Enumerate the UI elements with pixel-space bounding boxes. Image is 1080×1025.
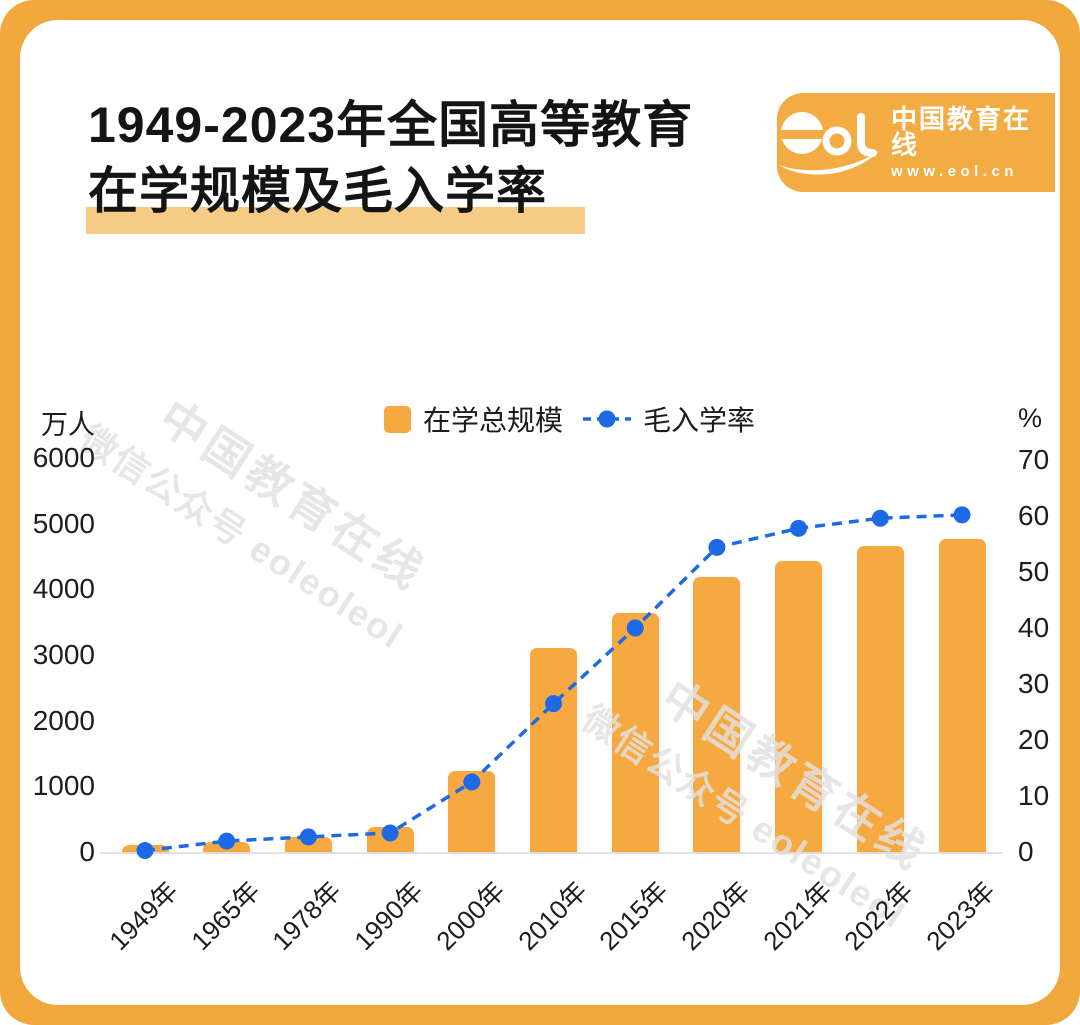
enrollment-bar <box>203 842 251 852</box>
bar-legend-swatch <box>384 405 411 433</box>
line-legend-marker <box>583 409 632 429</box>
enrollment-bar <box>121 845 169 852</box>
right-axis-tick: 60 <box>1018 500 1050 531</box>
eol-logo-ribbon: 中国教育在线 www.eol.cn <box>777 93 1055 192</box>
right-axis-tick: 70 <box>1018 444 1050 475</box>
left-axis-tick: 3000 <box>32 639 95 670</box>
enrollment-bar <box>366 827 414 852</box>
line-legend-label: 毛入学率 <box>643 405 756 436</box>
enrollment-bar <box>284 837 332 852</box>
right-axis-unit: % <box>1018 403 1043 433</box>
left-axis-tick: 6000 <box>32 442 95 473</box>
bar-legend-label: 在学总规模 <box>423 405 564 436</box>
right-axis-tick: 40 <box>1018 612 1050 643</box>
left-axis-tick: 2000 <box>32 704 95 736</box>
right-axis-tick: 10 <box>1018 780 1050 811</box>
left-axis-tick: 4000 <box>32 573 95 605</box>
enrollment-bar <box>448 771 496 852</box>
title-line1: 1949-2023年全国高等教育 <box>88 97 694 153</box>
logo-url-text: www.eol.cn <box>891 163 1018 180</box>
chart-legend: 在学总规模 毛入学率 <box>384 399 755 439</box>
title-line2-highlighted: 在学规模及毛入学率 <box>86 158 585 234</box>
enrollment-bar <box>611 613 659 852</box>
enrollment-bar <box>530 648 577 852</box>
x-axis-line <box>100 852 1003 854</box>
eol-logo-icon <box>777 103 881 182</box>
left-axis-unit: 万人 <box>41 410 95 440</box>
enrollment-bar <box>856 546 904 852</box>
enrollment-bar <box>775 561 823 852</box>
logo-brand-text: 中国教育在线 <box>891 104 1032 160</box>
enrollment-bar <box>938 539 986 852</box>
left-axis-tick: 5000 <box>32 507 95 539</box>
left-axis-tick: 1000 <box>32 770 95 802</box>
right-axis-tick: 30 <box>1018 668 1050 699</box>
right-axis-tick: 50 <box>1018 556 1050 587</box>
enrollment-bar <box>693 577 741 852</box>
left-axis-tick: 0 <box>79 836 95 867</box>
page-title: 1949-2023年全国高等教育 在学规模及毛入学率 <box>86 92 694 234</box>
right-axis-tick: 20 <box>1018 724 1050 755</box>
right-axis-tick: 0 <box>1018 836 1034 867</box>
